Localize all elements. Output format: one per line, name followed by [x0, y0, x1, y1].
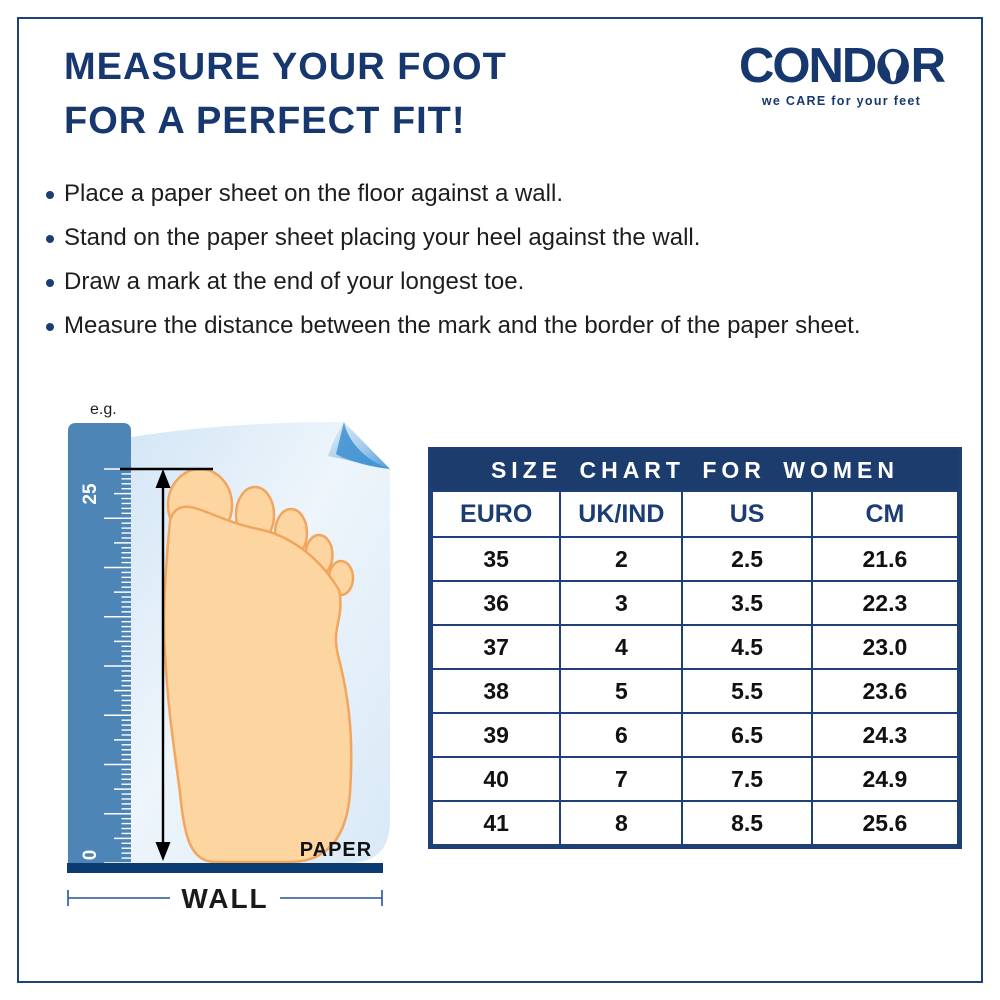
instruction-text: Draw a mark at the end of your longest t…: [64, 268, 525, 295]
wall-label: WALL: [181, 883, 268, 914]
wall-bar: [67, 863, 383, 873]
example-label: e.g.: [90, 401, 117, 418]
size-chart-cell: 36: [430, 580, 562, 626]
size-chart-column-header: CM: [810, 490, 960, 538]
bullet-dot-icon: [46, 191, 54, 199]
instruction-item: Measure the distance between the mark an…: [46, 312, 956, 340]
instruction-text: Stand on the paper sheet placing your he…: [64, 224, 701, 251]
size-chart-title: SIZE CHART FOR WOMEN: [431, 450, 959, 490]
size-chart-row: 35 2 2.5 21.6: [430, 536, 960, 582]
size-chart-row: 41 8 8.5 25.6: [430, 800, 960, 846]
size-chart-cell: 23.0: [810, 624, 960, 670]
size-chart-row: 39 6 6.5 24.3: [430, 712, 960, 758]
size-chart-row: 37 4 4.5 23.0: [430, 624, 960, 670]
size-chart: SIZE CHART FOR WOMEN EURO UK/IND US CM 35 2 2…: [428, 447, 962, 849]
size-chart-cell: 8: [559, 800, 684, 846]
size-chart-cell: 4.5: [681, 624, 813, 670]
size-chart-cell: 21.6: [810, 536, 960, 582]
size-chart-cell: 2: [559, 536, 684, 582]
size-chart-cell: 39: [430, 712, 562, 758]
brand-wordmark: COND R: [739, 39, 946, 93]
foot-illustration: [162, 467, 355, 864]
measurement-arrow: [120, 467, 213, 861]
size-chart-cell: 2.5: [681, 536, 813, 582]
bullet-dot-icon: [46, 235, 54, 243]
size-chart-cell: 5: [559, 668, 684, 714]
page-title-line1: MEASURE YOUR FOOT: [64, 46, 507, 88]
size-chart-cell: 4: [559, 624, 684, 670]
size-chart-header-row: EURO UK/IND US CM: [430, 490, 960, 538]
size-chart-cell: 41: [430, 800, 562, 846]
size-chart-body: 35 2 2.5 21.6 36 3 3.5 22.3 37 4 4.5 23.0 38 5 5.5 23.6…: [430, 536, 960, 846]
size-chart-cell: 37: [430, 624, 562, 670]
page-title-line2: FOR A PERFECT FIT!: [64, 100, 466, 142]
size-chart-table: EURO UK/IND US CM 35 2 2.5 21.6 36 3 3.5 22.3 37 4 4.…: [430, 490, 960, 846]
wall-dimension-line: [67, 890, 383, 906]
size-chart-cell: 22.3: [810, 580, 960, 626]
instruction-item: Place a paper sheet on the floor against…: [46, 180, 956, 208]
ruler-label-0: 0: [80, 850, 101, 861]
size-chart-cell: 38: [430, 668, 562, 714]
instruction-text: Measure the distance between the mark an…: [64, 312, 861, 339]
paper-fold-shade: [336, 422, 390, 469]
bullet-dot-icon: [46, 323, 54, 331]
size-chart-cell: 6.5: [681, 712, 813, 758]
brand-tagline: we CARE for your feet: [761, 94, 922, 108]
size-chart-cell: 7: [559, 756, 684, 802]
brand-logo: COND R we CARE for your feet: [739, 39, 946, 109]
size-chart-row: 40 7 7.5 24.9: [430, 756, 960, 802]
ruler-label-25: 25: [80, 483, 101, 505]
size-chart-column-header: EURO: [430, 490, 562, 538]
instructions-list: Place a paper sheet on the floor against…: [46, 180, 956, 356]
size-chart-cell: 5.5: [681, 668, 813, 714]
page-title: MEASURE YOUR FOOT FOR A PERFECT FIT!: [64, 40, 507, 148]
brand-text-left: COND: [739, 39, 877, 93]
instruction-item: Stand on the paper sheet placing your he…: [46, 224, 956, 252]
size-chart-cell: 24.3: [810, 712, 960, 758]
brand-text-right: R: [910, 39, 946, 93]
instruction-text: Place a paper sheet on the floor against…: [64, 180, 563, 207]
size-chart-cell: 3.5: [681, 580, 813, 626]
size-chart-row: 38 5 5.5 23.6: [430, 668, 960, 714]
size-chart-column-header: UK/IND: [559, 490, 684, 538]
size-chart-cell: 3: [559, 580, 684, 626]
size-chart-cell: 7.5: [681, 756, 813, 802]
ruler-ticks: [104, 468, 131, 864]
size-chart-row: 36 3 3.5 22.3: [430, 580, 960, 626]
size-chart-cell: 24.9: [810, 756, 960, 802]
size-chart-cell: 40: [430, 756, 562, 802]
size-chart-cell: 8.5: [681, 800, 813, 846]
size-chart-cell: 6: [559, 712, 684, 758]
shoe-last-in-o-icon: [877, 48, 910, 85]
paper-label: PAPER: [300, 839, 372, 861]
size-chart-cell: 23.6: [810, 668, 960, 714]
instruction-item: Draw a mark at the end of your longest t…: [46, 268, 956, 296]
ruler: [68, 423, 131, 863]
size-chart-cell: 25.6: [810, 800, 960, 846]
size-chart-cell: 35: [430, 536, 562, 582]
bullet-dot-icon: [46, 279, 54, 287]
size-chart-column-header: US: [681, 490, 813, 538]
foot-measuring-diagram: 25 0 e.g. PAPER: [67, 401, 390, 914]
